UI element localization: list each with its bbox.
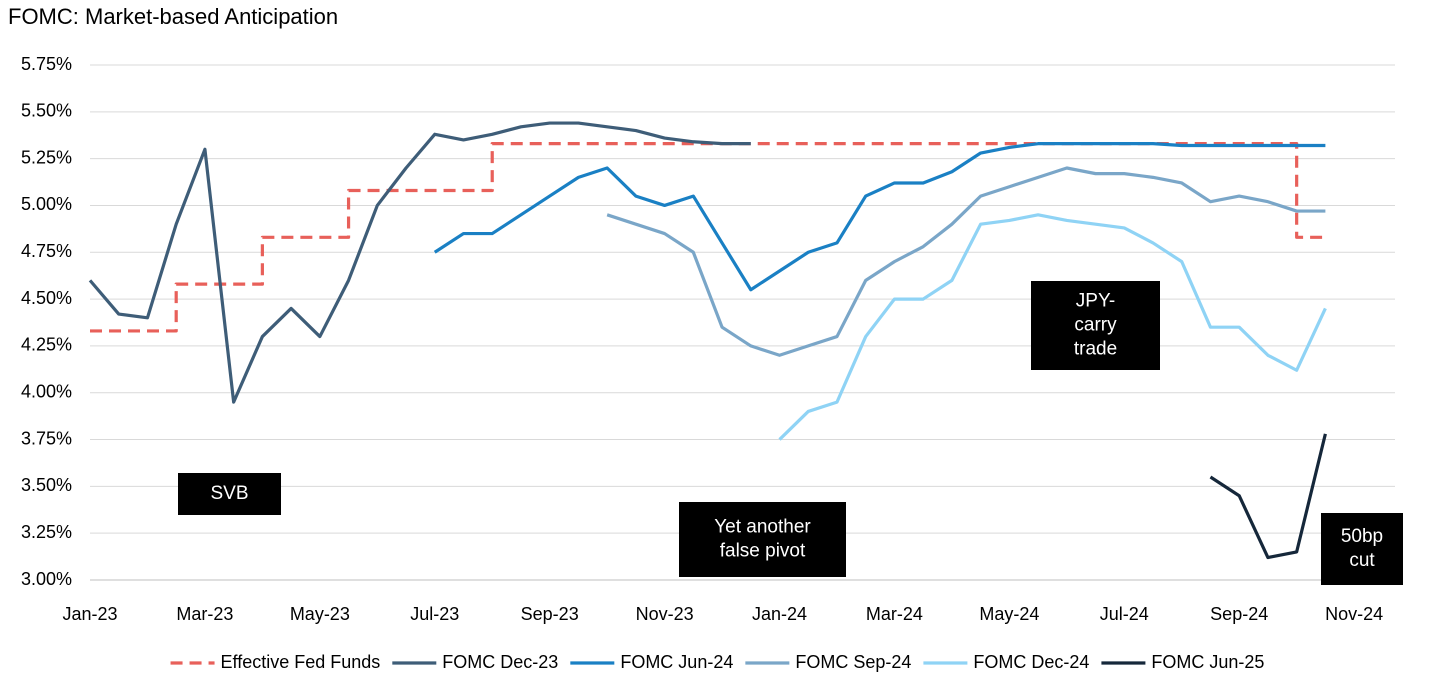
x-tick-label: Mar-24	[866, 604, 923, 624]
x-tick-label: Nov-24	[1325, 604, 1383, 624]
x-tick-label: Sep-23	[521, 604, 579, 624]
x-tick-label: May-23	[290, 604, 350, 624]
legend-label: Effective Fed Funds	[221, 652, 381, 672]
y-tick-label: 4.75%	[21, 241, 72, 261]
annotation-box	[178, 473, 281, 515]
legend-label: FOMC Jun-25	[1151, 652, 1264, 672]
y-tick-label: 4.50%	[21, 288, 72, 308]
annotation-box	[1031, 281, 1160, 370]
legend-label: FOMC Jun-24	[620, 652, 733, 672]
annotation-text: SVB	[210, 483, 248, 504]
annotation-text: Yet another	[714, 517, 811, 538]
legend-label: FOMC Sep-24	[795, 652, 911, 672]
annotation-text: JPY-	[1076, 291, 1115, 312]
x-tick-label: Mar-23	[176, 604, 233, 624]
annotation-text: trade	[1074, 339, 1117, 360]
y-tick-label: 4.25%	[21, 335, 72, 355]
x-tick-label: Jan-24	[752, 604, 807, 624]
series-line	[433, 142, 1326, 292]
y-tick-label: 4.00%	[21, 381, 72, 401]
series-line	[778, 213, 1327, 441]
annotation-box	[679, 502, 846, 577]
legend-label: FOMC Dec-24	[973, 652, 1089, 672]
y-tick-label: 3.50%	[21, 475, 72, 495]
series-line	[88, 121, 751, 404]
legend: Effective Fed Funds FOMC Dec-23 FOMC Jun-2…	[170, 652, 1264, 672]
y-tick-label: 3.25%	[21, 522, 72, 542]
legend-label: FOMC Dec-23	[442, 652, 558, 672]
chart-title: FOMC: Market-based Anticipation	[8, 4, 338, 29]
x-tick-label: Sep-24	[1210, 604, 1268, 624]
series-line	[1209, 433, 1327, 560]
annotation-text: cut	[1349, 550, 1375, 571]
x-tick-label: Nov-23	[636, 604, 694, 624]
y-tick-label: 5.00%	[21, 194, 72, 214]
annotation-text: 50bp	[1341, 526, 1383, 547]
y-tick-label: 5.50%	[21, 101, 72, 121]
x-tick-label: Jan-23	[62, 604, 117, 624]
y-tick-label: 3.00%	[21, 569, 72, 589]
y-tick-label: 5.75%	[21, 54, 72, 74]
annotation-box	[1321, 513, 1403, 585]
x-tick-label: Jul-23	[410, 604, 459, 624]
annotation-text: false pivot	[720, 541, 806, 562]
y-tick-label: 3.75%	[21, 428, 72, 448]
y-tick-label: 5.25%	[21, 147, 72, 167]
x-tick-label: Jul-24	[1100, 604, 1149, 624]
x-tick-label: May-24	[979, 604, 1039, 624]
series-line	[606, 166, 1326, 357]
annotation-text: carry	[1074, 315, 1117, 336]
